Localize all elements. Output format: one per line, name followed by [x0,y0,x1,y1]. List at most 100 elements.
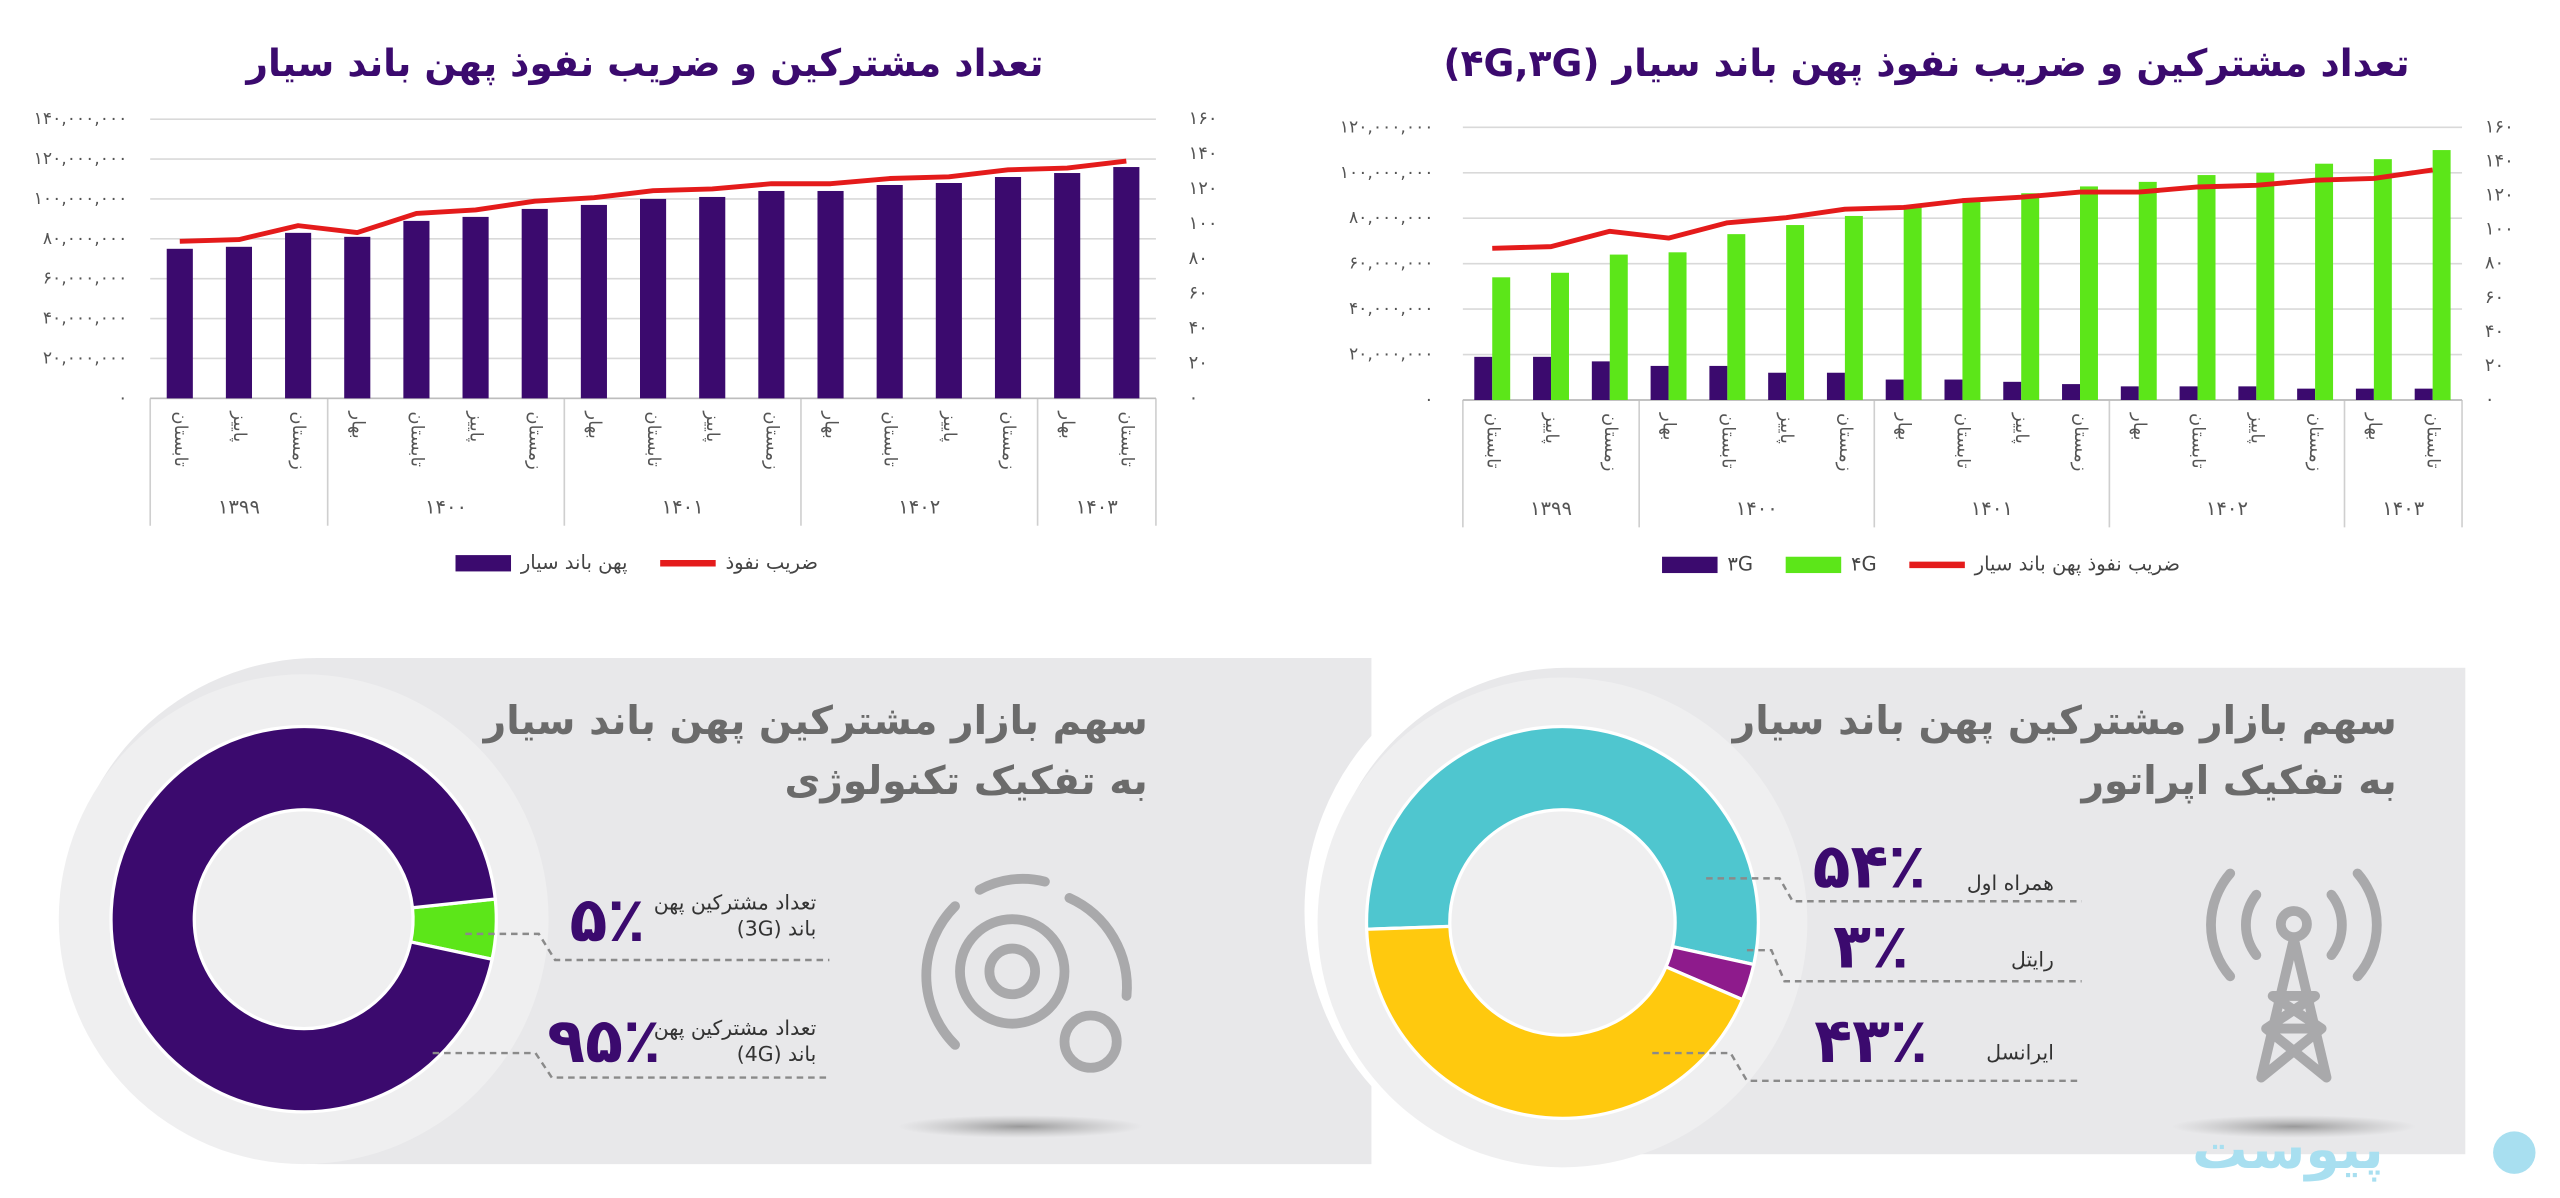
bar [225,246,253,399]
y2-tick-label: ۱۰۰ [2485,219,2514,240]
y2-tick-label: ۰ [2485,389,2495,410]
group-label: ۱۴۰۳ [2382,497,2424,520]
bar [1113,167,1140,399]
x-tick-label: بهار [2129,412,2150,440]
y2-tick-label: ۶۰ [2485,287,2504,308]
bar [1609,254,1628,400]
watermark-logo [2493,1131,2536,1174]
legend-marker [1662,556,1718,574]
x-tick-label: پاییز [2011,412,2032,444]
donut-title: سهم بازار مشترکین پهن باند سیار [1731,699,2397,744]
bar [1591,361,1610,400]
bar [1650,365,1669,400]
bar [1533,356,1552,400]
x-tick-label: پاییز [2246,412,2267,444]
donut-subtitle: به تفکیک تکنولوژی [784,759,1147,804]
x-tick-label: زمستان [1835,413,1856,471]
bar [344,236,371,399]
bar [403,220,430,399]
x-tick-label: تابستان [406,411,427,467]
group-label: ۱۴۰۳ [1076,495,1118,518]
bar [1727,234,1746,400]
bar [876,184,903,399]
bar [2238,386,2257,400]
y-tick-label: ۸۰,۰۰۰,۰۰۰ [1349,208,1433,228]
bar [640,198,667,399]
bar [285,232,312,399]
x-tick-label: بهار [584,410,605,438]
category-label: همراه اول [1966,870,2054,895]
y-tick-label: ۴۰,۰۰۰,۰۰۰ [1349,299,1433,319]
value-label: ۵۴٪ [1813,829,1927,902]
line [179,158,1127,244]
y-tick-label: ۱۰۰,۰۰۰,۰۰۰ [34,189,128,209]
y2-tick-label: ۱۶۰ [2485,116,2514,137]
bar [166,248,193,399]
x-tick-label: تابستان [880,411,901,467]
group-label: ۱۴۰۰ [425,495,467,518]
group-label: ۱۳۹۹ [1530,497,1572,520]
x-tick-label: پاییز [229,410,250,442]
x-tick-label: تابستان [2423,413,2444,469]
bar [994,177,1022,399]
legend-label: ضریب نفوذ پهن باند سیار [1974,552,2180,575]
bar [1709,365,1728,400]
group-label: ۱۴۰۲ [898,495,940,518]
x-tick-label: پاییز [1541,412,1562,444]
bar [521,208,548,399]
x-tick-label: تابستان [1952,413,1973,469]
donut-title: سهم بازار مشترکین پهن باند سیار [482,699,1148,744]
y-tick-label: ۲۰,۰۰۰,۰۰۰ [43,348,127,368]
bar [2197,175,2216,400]
bar [1786,225,1805,400]
y2-tick-label: ۱۲۰ [1189,178,1218,199]
value-label: ۳٪ [1833,909,1909,982]
bar [699,196,726,399]
y2-tick-label: ۲۰ [1189,352,1208,373]
y-tick-label: ۱۲۰,۰۰۰,۰۰۰ [34,149,128,169]
bar [1844,215,1863,400]
x-tick-label: پاییز [466,410,487,442]
bar [1668,252,1687,400]
icon-shadow [2171,1115,2417,1138]
y2-tick-label: ۲۰ [2485,355,2504,376]
value-label: ۵٪ [569,883,645,956]
bar [1551,272,1569,400]
y-tick-label: ۱۰۰,۰۰۰,۰۰۰ [1340,163,1434,183]
bar [2080,186,2098,400]
x-tick-label: تابستان [1116,411,1137,467]
bar [2355,388,2374,400]
bar [2315,163,2334,400]
y-tick-label: ۱۴۰,۰۰۰,۰۰۰ [34,109,128,129]
x-tick-label: بهار [821,410,842,438]
x-tick-label: تابستان [1717,413,1738,469]
group-label: ۱۴۰۰ [1736,497,1778,520]
bar [1768,372,1787,400]
bar [2120,386,2139,400]
value-label: ۹۵٪ [547,1004,661,1077]
chart-title: تعداد مشترکین و ضریب نفوذ پهن باند سیار [244,41,1043,85]
y2-tick-label: ۱۶۰ [1189,108,1218,129]
y2-tick-label: ۰ [1189,387,1199,408]
chart-title: تعداد مشترکین و ضریب نفوذ پهن باند سیار … [1443,41,2409,85]
legend-label: ضریب نفوذ [725,551,818,574]
bar [1054,173,1081,399]
bar [1492,277,1511,400]
leader-line [432,1051,830,1079]
bar [1903,206,1922,400]
antenna-icon [2206,868,2382,1083]
x-tick-label: زمستان [2305,413,2326,471]
y-tick-label: ۶۰,۰۰۰,۰۰۰ [43,269,127,289]
bar [1944,379,1963,400]
gear-icon [921,873,1132,1073]
y-tick-label: ۲۰,۰۰۰,۰۰۰ [1349,345,1433,365]
x-tick-label: پاییز [1776,412,1797,444]
bar [580,204,607,399]
x-tick-label: زمستان [761,411,782,469]
x-tick-label: زمستان [525,411,546,469]
x-tick-label: زمستان [2070,413,2091,471]
group-label: ۱۳۹۹ [218,495,260,518]
legend-label: ۳G [1727,552,1753,575]
